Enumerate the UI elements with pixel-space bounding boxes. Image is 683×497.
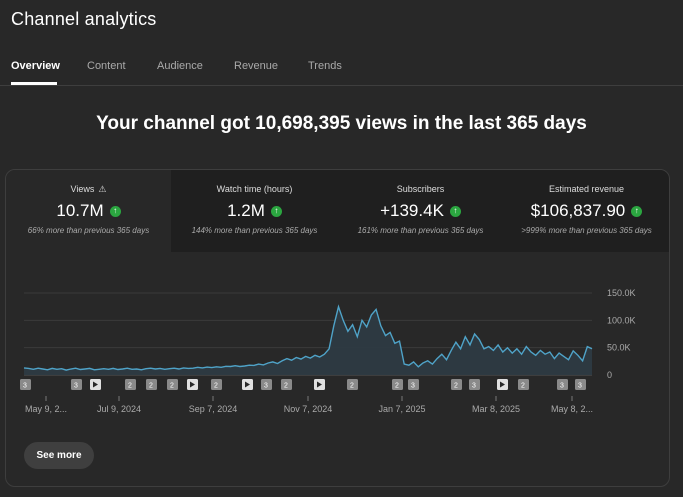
- marker-count: 3: [264, 383, 268, 390]
- chart-line: [23, 304, 593, 371]
- metric-comparison: >999% more than previous 365 days: [521, 226, 652, 235]
- metric-label: Subscribers: [396, 184, 445, 194]
- x-tick-label: Jan 7, 2025: [378, 404, 425, 414]
- page-title: Channel analytics: [11, 9, 157, 29]
- x-tick-label: May 8, 2...: [551, 404, 593, 414]
- tab-revenue[interactable]: Revenue: [234, 60, 279, 72]
- upload-marker[interactable]: 2: [125, 379, 136, 390]
- chart-area: [24, 306, 592, 375]
- video-marker[interactable]: [90, 379, 101, 390]
- x-tick-label: May 9, 2...: [25, 404, 67, 414]
- upload-marker[interactable]: 3: [261, 379, 272, 390]
- video-marker[interactable]: [497, 379, 508, 390]
- marker-count: 3: [560, 383, 564, 390]
- arrow-up-icon: ↑: [631, 205, 643, 217]
- arrow-up-icon: ↑: [109, 205, 121, 217]
- upload-marker[interactable]: 3: [575, 379, 586, 390]
- upload-marker[interactable]: 2: [167, 379, 178, 390]
- upload-marker[interactable]: 3: [469, 379, 480, 390]
- metric-comparison: 161% more than previous 365 days: [357, 226, 484, 235]
- upload-marker[interactable]: 2: [451, 379, 462, 390]
- upload-marker[interactable]: 2: [518, 379, 529, 390]
- y-tick-label: 100.0K: [607, 315, 636, 325]
- upload-marker[interactable]: 3: [408, 379, 419, 390]
- marker-count: 2: [521, 383, 525, 390]
- x-tick-label: Mar 8, 2025: [472, 404, 520, 414]
- metric-comparison: 66% more than previous 365 days: [27, 226, 150, 235]
- tab-trends[interactable]: Trends: [308, 60, 342, 72]
- video-marker[interactable]: [314, 379, 325, 390]
- play-icon: [93, 381, 98, 388]
- video-marker[interactable]: [242, 379, 253, 390]
- upload-marker[interactable]: 3: [20, 379, 31, 390]
- metric-value: 1.2M ↑: [172, 201, 337, 221]
- tab-overview[interactable]: Overview: [11, 60, 60, 72]
- upload-marker[interactable]: 3: [71, 379, 82, 390]
- metric-subscribers[interactable]: Subscribers +139.4K ↑ 161% more than prev…: [338, 170, 504, 252]
- x-tick-label: Nov 7, 2024: [284, 404, 333, 414]
- see-more-button[interactable]: See more: [24, 442, 94, 469]
- metric-revenue[interactable]: Estimated revenue $106,837.90 ↑ >999% mor…: [504, 170, 669, 252]
- metric-value: 10.7M ↑: [6, 201, 171, 221]
- y-tick-label: 0: [607, 370, 612, 380]
- marker-count: 2: [128, 383, 132, 390]
- metric-value: +139.4K ↑: [338, 201, 503, 221]
- headline: Your channel got 10,698,395 views in the…: [96, 113, 587, 134]
- marker-count: 2: [395, 383, 399, 390]
- metric-watch-time[interactable]: Watch time (hours) 1.2M ↑ 144% more than …: [172, 170, 338, 252]
- x-tick-label: Sep 7, 2024: [189, 404, 238, 414]
- tab-active-underline: [11, 82, 57, 85]
- upload-marker[interactable]: 3: [557, 379, 568, 390]
- marker-count: 3: [23, 383, 27, 390]
- marker-count: 3: [578, 383, 582, 390]
- metric-label: Views ⚠: [70, 184, 107, 194]
- upload-marker[interactable]: 2: [281, 379, 292, 390]
- views-chart[interactable]: 150.0K 100.0K 50.0K 0 3 3 2 2 2 2 3 2 2 2 3 2 3 2 3 3 May 9,…: [6, 170, 669, 486]
- upload-marker[interactable]: 2: [347, 379, 358, 390]
- marker-count: 2: [149, 383, 153, 390]
- marker-count: 2: [170, 383, 174, 390]
- play-icon: [500, 381, 505, 388]
- metric-label: Estimated revenue: [548, 184, 625, 194]
- arrow-up-icon: ↑: [449, 205, 461, 217]
- upload-marker[interactable]: 2: [146, 379, 157, 390]
- marker-count: 2: [284, 383, 288, 390]
- play-icon: [317, 381, 322, 388]
- x-tick-label: Jul 9, 2024: [97, 404, 141, 414]
- marker-count: 3: [472, 383, 476, 390]
- metric-comparison: 144% more than previous 365 days: [191, 226, 318, 235]
- marker-count: 2: [350, 383, 354, 390]
- video-marker[interactable]: [187, 379, 198, 390]
- warning-icon: ⚠: [98, 184, 107, 194]
- metric-value: $106,837.90 ↑: [504, 201, 669, 221]
- marker-count: 3: [411, 383, 415, 390]
- marker-count: 3: [74, 383, 78, 390]
- play-icon: [190, 381, 195, 388]
- metric-label: Watch time (hours): [216, 184, 293, 194]
- upload-marker[interactable]: 2: [392, 379, 403, 390]
- y-tick-label: 150.0K: [607, 288, 636, 298]
- play-icon: [245, 381, 250, 388]
- marker-count: 2: [214, 383, 218, 390]
- analytics-card: Views ⚠ 10.7M ↑ 66% more than previous 365…: [5, 169, 670, 487]
- arrow-up-icon: ↑: [270, 205, 282, 217]
- tab-audience[interactable]: Audience: [157, 60, 203, 72]
- upload-marker[interactable]: 2: [211, 379, 222, 390]
- tab-content[interactable]: Content: [87, 60, 126, 72]
- y-tick-label: 50.0K: [607, 343, 631, 353]
- marker-count: 2: [454, 383, 458, 390]
- tab-bar: Overview Content Audience Revenue Trends: [0, 52, 683, 86]
- metric-views[interactable]: Views ⚠ 10.7M ↑ 66% more than previous 365…: [6, 170, 172, 252]
